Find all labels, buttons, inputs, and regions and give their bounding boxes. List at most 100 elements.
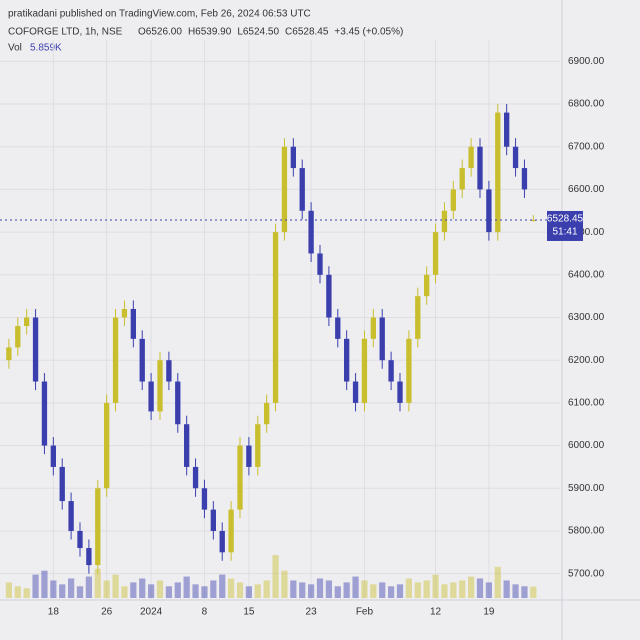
volume-bar (103, 580, 110, 598)
y-tick-label: 5800.00 (568, 526, 605, 537)
candle-body (139, 338, 145, 382)
candle-body (361, 338, 368, 403)
volume-bar (121, 586, 128, 598)
candle-body (432, 232, 439, 275)
y-tick-label: 6500.00 (568, 227, 605, 238)
volume-bar (192, 584, 199, 598)
volume-bar (485, 582, 492, 598)
candle-body (397, 381, 403, 403)
candle-body (406, 338, 412, 403)
volume-bar (201, 586, 208, 598)
candle-body (512, 146, 519, 169)
volume-bar (441, 584, 448, 598)
candle-body (468, 146, 474, 169)
symbol: COFORGE LTD, 1h, NSE (8, 27, 123, 38)
ohlc-label: C6528.45 (285, 27, 329, 38)
volume-bar (23, 588, 30, 598)
volume-bar (308, 584, 315, 598)
volume-bar (459, 580, 466, 598)
volume-bar (245, 586, 252, 598)
volume-bar (468, 576, 475, 598)
volume-bar (361, 580, 368, 598)
candle-body (495, 112, 501, 233)
candle-body (281, 146, 288, 233)
volume-bar (512, 584, 519, 598)
y-tick-label: 6900.00 (568, 56, 605, 67)
candle-body (335, 317, 341, 339)
candle-body (246, 445, 252, 467)
volume-bar (112, 574, 119, 598)
volume-bar (165, 586, 172, 598)
volume-bar (316, 578, 324, 598)
volume-bar (281, 570, 288, 598)
candle-body (201, 488, 208, 510)
y-tick-label: 6200.00 (568, 355, 605, 366)
last-price-label: 6528.45 (547, 214, 584, 225)
volume-bar (476, 578, 484, 598)
volume-bar (228, 578, 235, 598)
candle-body (521, 168, 528, 190)
candle-body (41, 381, 48, 446)
candle-body (477, 146, 483, 190)
x-tick-label: 18 (48, 607, 60, 618)
volume-bar (396, 584, 404, 598)
candle-body (166, 360, 172, 382)
y-tick-label: 5700.00 (568, 568, 605, 579)
volume-bar (76, 586, 84, 598)
candle-body (450, 189, 456, 211)
volume-bar (32, 574, 39, 598)
volume-value: 5.859K (30, 43, 62, 54)
volume-bar (50, 580, 57, 598)
candle-body (299, 168, 305, 211)
candle-body (237, 445, 243, 510)
x-tick-label: 12 (430, 607, 442, 618)
volume-bar (521, 586, 528, 598)
candle-body (255, 424, 261, 467)
candle-body (86, 548, 92, 566)
volume-bar (14, 586, 21, 598)
volume-bar (130, 582, 137, 598)
candle-body (112, 317, 119, 403)
candle-body (415, 296, 421, 339)
volume-bar (494, 566, 501, 598)
volume-bar (254, 584, 261, 598)
candle-body (486, 189, 492, 233)
volume-bar (530, 586, 537, 598)
candle-body (424, 274, 430, 297)
volume-bar (388, 586, 395, 598)
volume-bar (352, 576, 359, 598)
volume-bar (210, 580, 217, 598)
volume-bar (59, 584, 66, 598)
candle-body (121, 308, 128, 318)
volume-bar (503, 580, 510, 598)
y-tick-label: 5900.00 (568, 483, 605, 494)
candle-body (157, 360, 163, 412)
volume-bar (343, 582, 350, 598)
candle-body (104, 402, 110, 489)
x-tick-label: 15 (243, 607, 255, 618)
volume-bar (272, 555, 279, 598)
candle-body (68, 501, 74, 531)
ohlc-label: +3.45 (+0.05%) (334, 27, 403, 38)
volume-bar (156, 580, 164, 598)
volume-bar (148, 584, 155, 598)
volume-bar (219, 574, 226, 598)
x-tick-label: Feb (356, 607, 374, 618)
candle-body (148, 381, 154, 412)
candle-body (15, 326, 21, 348)
x-tick-label: 23 (306, 607, 318, 618)
ohlc-label: L6524.50 (237, 27, 279, 38)
volume-bar (334, 586, 341, 598)
y-tick-label: 6400.00 (568, 269, 605, 280)
volume-bar (423, 580, 430, 598)
candle-body (308, 210, 314, 254)
ohlc-label: H6539.90 (188, 27, 232, 38)
published-note: pratikadani published on TradingView.com… (8, 9, 311, 20)
candle-body (530, 219, 536, 222)
last-price-box (547, 210, 583, 241)
candle-body (59, 466, 65, 502)
candle-body (24, 317, 30, 327)
volume-bar (450, 582, 457, 598)
